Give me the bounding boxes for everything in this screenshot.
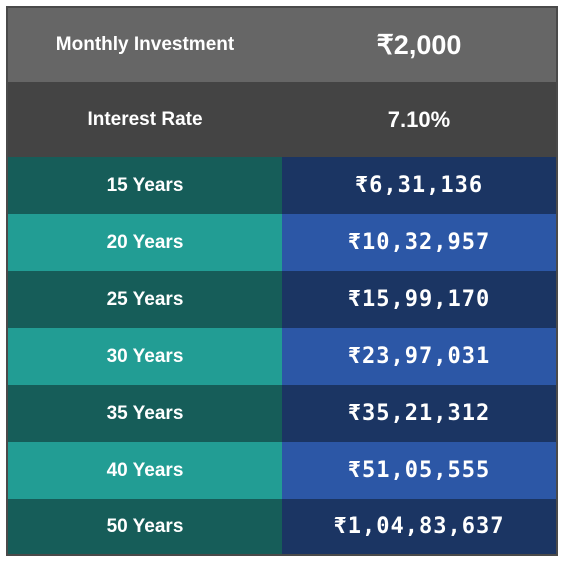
years-cell: 35 Years — [8, 385, 282, 442]
table-row: 35 Years ₹35,21,312 — [8, 385, 556, 442]
interest-rate-label: Interest Rate — [87, 108, 203, 130]
interest-rate-row: Interest Rate 7.10% — [8, 82, 556, 157]
amount-cell: ₹1,04,83,637 — [282, 499, 556, 554]
amount-cell: ₹51,05,555 — [282, 442, 556, 499]
years-cell: 20 Years — [8, 214, 282, 271]
table-row: 25 Years ₹15,99,170 — [8, 271, 556, 328]
table-row: 20 Years ₹10,32,957 — [8, 214, 556, 271]
interest-rate-value: 7.10% — [387, 106, 451, 132]
years-cell: 40 Years — [8, 442, 282, 499]
table-row: 40 Years ₹51,05,555 — [8, 442, 556, 499]
years-cell: 25 Years — [8, 271, 282, 328]
amount-cell: ₹6,31,136 — [282, 157, 556, 214]
table-row: 15 Years ₹6,31,136 — [8, 157, 556, 214]
monthly-investment-row: Monthly Investment ₹2,000 — [8, 8, 556, 82]
monthly-investment-label: Monthly Investment — [55, 34, 235, 55]
table-row: 30 Years ₹23,97,031 — [8, 328, 556, 385]
investment-returns-table: Monthly Investment ₹2,000 Interest Rate … — [6, 6, 558, 556]
amount-cell: ₹10,32,957 — [282, 214, 556, 271]
years-cell: 15 Years — [8, 157, 282, 214]
years-cell: 50 Years — [8, 499, 282, 554]
monthly-investment-value: ₹2,000 — [376, 29, 462, 60]
table-row: 50 Years ₹1,04,83,637 — [8, 499, 556, 554]
years-cell: 30 Years — [8, 328, 282, 385]
amount-cell: ₹23,97,031 — [282, 328, 556, 385]
amount-cell: ₹15,99,170 — [282, 271, 556, 328]
amount-cell: ₹35,21,312 — [282, 385, 556, 442]
